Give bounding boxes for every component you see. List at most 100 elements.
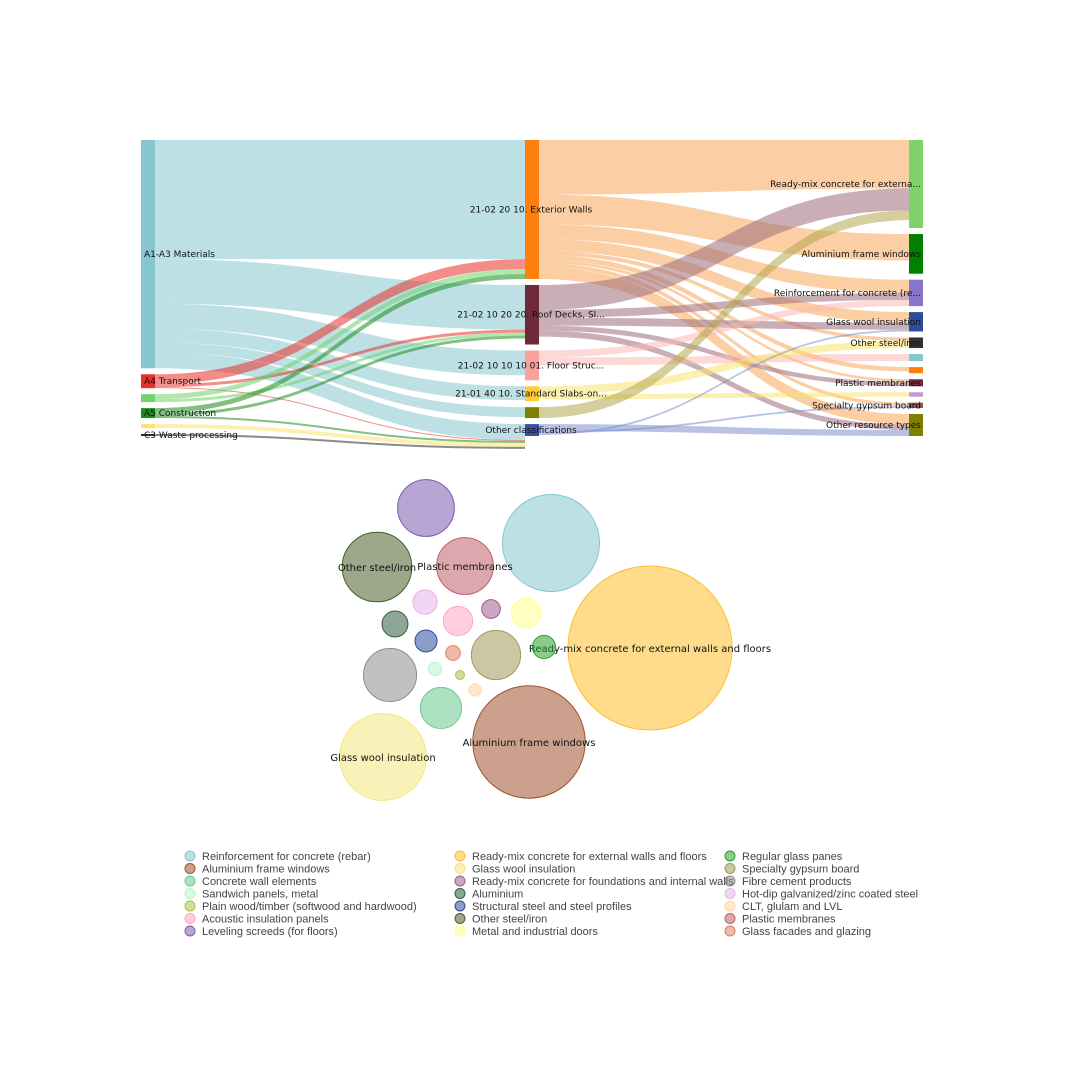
sankey-node-a5 (141, 408, 155, 419)
legend-label: Metal and industrial doors (472, 926, 598, 938)
legend-label: Ready-mix concrete for foundations and i… (472, 876, 734, 888)
sankey-node-os (909, 337, 923, 349)
sankey-node-label-a4: A4 Transport (144, 377, 201, 387)
sankey-node-or (909, 413, 923, 436)
legend-item-metal-and-industrial-doors[interactable]: Metal and industrial doors (454, 925, 598, 938)
sankey-node-ss (525, 386, 539, 402)
legend-label: Aluminium (472, 889, 523, 901)
legend-marker (454, 875, 466, 887)
legend-item-glass-wool-insulation[interactable]: Glass wool insulation (454, 863, 575, 876)
legend-marker (454, 900, 466, 912)
sankey-node-label-c3: C3 Waste processing (144, 431, 238, 441)
legend-label: Concrete wall elements (202, 876, 317, 888)
sankey-link-a4-to-rd (155, 329, 525, 388)
sankey-node-c3a (141, 424, 155, 429)
sankey-node-label-pm: Plastic membranes (835, 379, 921, 389)
sankey-link-oc-to-or (539, 424, 909, 436)
legend-item-sandwich-panels-metal[interactable]: Sandwich panels, metal (184, 888, 318, 901)
legend-label: Acoustic insulation panels (202, 914, 329, 926)
sankey-link-ew-to-sg (539, 263, 909, 407)
legend-marker (724, 888, 736, 899)
bubble-acoustic-insulation-panels (442, 605, 474, 637)
legend-item-acoustic-insulation-panels[interactable]: Acoustic insulation panels (184, 913, 329, 926)
sankey-link-a1-a3-to-rd (155, 259, 525, 330)
bubble-specialty-gypsum-board (470, 629, 522, 681)
bubble-aluminium (381, 610, 409, 638)
legend-marker (454, 888, 466, 899)
bubble-ready-mix-concrete-for-external-walls-and-floors (567, 565, 733, 731)
bubble-metal-and-industrial-doors (510, 597, 542, 629)
bubble-plastic-membranes (436, 537, 494, 595)
sankey-labels: A1-A3 Materials A4 Transport A5 Constructi… (144, 180, 921, 441)
sankey-node-t2 (909, 367, 923, 374)
legend-item-ready-mix-concrete-for-foundations-and-internal-walls[interactable]: Ready-mix concrete for foundations and i… (454, 875, 734, 888)
legend-label: CLT, glulam and LVL (742, 901, 842, 913)
sankey-node-label-sg: Specialty gypsum board (812, 401, 921, 411)
legend-label: Structural steel and steel profiles (472, 901, 632, 913)
sankey-node-label-ew: 21-02 20 10. Exterior Walls (470, 205, 593, 215)
legend-item-hot-dip-galvanized-zinc-coated-steel[interactable]: Hot-dip galvanized/zinc coated steel (724, 888, 918, 901)
legend-item-aluminium[interactable]: Aluminium (454, 888, 523, 901)
sankey-link-fs-to-t1 (539, 354, 909, 366)
sankey-node-label-gw: Glass wool insulation (826, 318, 921, 328)
sankey-link-a1-a3-to-ss (155, 328, 525, 401)
bubble-clt-glulam-and-lvl (468, 683, 482, 697)
bubble-regular-glass-panes (531, 634, 557, 660)
legend-item-plain-wood-timber-softwood-and-hardwood[interactable]: Plain wood/timber (softwood and hardwood… (184, 900, 417, 913)
legend-label: Regular glass panes (742, 851, 843, 863)
sankey-link-a4b-to-rd (155, 332, 525, 403)
sankey-node-label-rd: 21-02 10 20 20. Roof Decks, Sl... (457, 311, 605, 321)
legend-label: Plastic membranes (742, 914, 836, 926)
sankey-node-label-rm: Ready-mix concrete for externa... (770, 180, 921, 190)
legend-item-clt-glulam-and-lvl[interactable]: CLT, glulam and LVL (724, 900, 842, 913)
legend-item-plastic-membranes[interactable]: Plastic membranes (724, 913, 836, 926)
legend-item-regular-glass-panes[interactable]: Regular glass panes (724, 850, 843, 863)
legend-item-reinforcement-for-concrete-rebar[interactable]: Reinforcement for concrete (rebar) (184, 850, 371, 863)
sankey-node-oc (525, 424, 539, 436)
legend-item-ready-mix-concrete-for-external-walls-and-floors[interactable]: Ready-mix concrete for external walls an… (454, 850, 707, 863)
legend-item-glass-facades-and-glazing[interactable]: Glass facades and glazing (724, 925, 871, 938)
bubble-aluminium-frame-windows (472, 685, 586, 799)
legend-marker (724, 863, 736, 874)
sankey-node-fs (525, 350, 539, 381)
bubble-label-aluminium-frame-windows: Aluminium frame windows (463, 738, 596, 749)
sankey-node-label-fs: 21-02 10 10 10 01. Floor Struc... (458, 361, 605, 371)
legend-item-leveling-screeds-for-floors[interactable]: Leveling screeds (for floors) (184, 925, 338, 938)
sankey-link-a1-a3-to-oc (155, 352, 525, 440)
sankey-node-label-ss: 21-01 40 10. Standard Slabs-on... (455, 390, 607, 400)
bubble-structural-steel-and-steel-profiles (414, 629, 438, 653)
sankey-node-ol (525, 407, 539, 419)
legend-marker (184, 900, 196, 912)
sankey-link-oc-to-gw (539, 329, 909, 436)
sankey-link-a4-to-oc (155, 387, 525, 441)
legend-label: Fibre cement products (742, 876, 852, 888)
sankey-link-ew-to-rm (539, 140, 909, 195)
legend-item-other-steel-iron[interactable]: Other steel/iron (454, 913, 547, 926)
legend-item-specialty-gypsum-board[interactable]: Specialty gypsum board (724, 863, 859, 876)
sankey-link-ew-to-or (539, 267, 909, 425)
sankey-link-rd-to-or (539, 330, 909, 430)
sankey-nodes (141, 140, 923, 437)
sankey-link-oc-to-sg (539, 406, 909, 434)
sankey-node-ew (525, 140, 539, 279)
legend-label: Plain wood/timber (softwood and hardwood… (202, 901, 417, 913)
legend-item-fibre-cement-products[interactable]: Fibre cement products (724, 875, 852, 888)
sankey-node-af (909, 234, 923, 274)
legend-item-structural-steel-and-steel-profiles[interactable]: Structural steel and steel profiles (454, 900, 632, 913)
legend-marker (724, 875, 736, 887)
legend-marker (454, 850, 466, 862)
legend-label: Sandwich panels, metal (202, 889, 318, 901)
legend-marker (454, 863, 466, 874)
sankey-node-t1 (909, 354, 923, 362)
legend-marker (184, 863, 196, 874)
bubble-chart: Ready-mix concrete for external walls an… (330, 479, 771, 801)
legend-item-concrete-wall-elements[interactable]: Concrete wall elements (184, 875, 317, 888)
legend-marker (184, 913, 196, 924)
sankey-node-label-a5: A5 Construction (144, 409, 216, 419)
sankey-node-rc (909, 279, 923, 307)
legend-item-aluminium-frame-windows[interactable]: Aluminium frame windows (184, 863, 330, 876)
sankey-link-ew-to-os (539, 251, 909, 341)
sankey-node-label-os: Other steel/iron (851, 339, 921, 349)
legend-label: Leveling screeds (for floors) (202, 926, 338, 938)
